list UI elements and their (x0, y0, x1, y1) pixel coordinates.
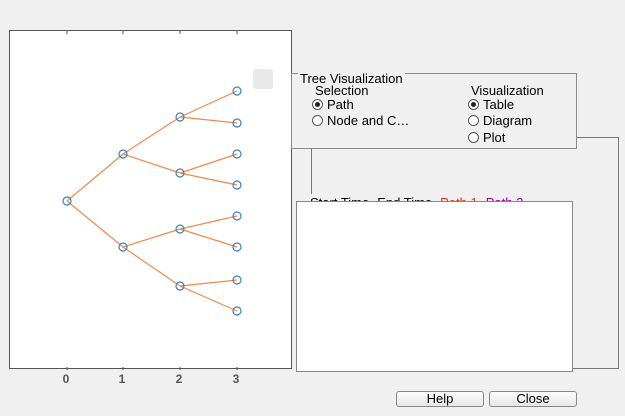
radio-button-path[interactable] (312, 98, 323, 110)
tree-edge (66, 153, 124, 202)
tree-node[interactable] (232, 86, 242, 96)
x-tick-label: 1 (118, 372, 126, 386)
radio-table[interactable]: Table (468, 96, 514, 112)
tree-edge (122, 228, 181, 248)
tree-visualization-panel: Tree Visualization Selection Visualizati… (291, 71, 577, 149)
tree-node[interactable] (232, 242, 242, 252)
x-tick-label: 0 (62, 372, 70, 386)
tree-edge (122, 153, 181, 174)
tree-node[interactable] (118, 242, 128, 252)
tree-edge (179, 228, 238, 248)
column-header-path-2: Path 2 (485, 195, 524, 204)
radio-button-node-and-children[interactable] (312, 114, 323, 126)
tree-node[interactable] (62, 196, 72, 206)
tree-plot-axes[interactable] (9, 30, 292, 370)
help-button-label: Help (426, 391, 454, 406)
tree-edge (179, 90, 238, 118)
tree-node[interactable] (118, 149, 128, 159)
x-tick-label: 2 (175, 372, 183, 386)
tree-node[interactable] (232, 180, 242, 190)
radio-diagram[interactable]: Diagram (468, 112, 532, 128)
tree-edge (179, 116, 238, 124)
close-button-label: Close (516, 391, 550, 406)
radio-plot[interactable]: Plot (468, 129, 505, 145)
radio-label-diagram: Diagram (483, 112, 533, 128)
tree-node[interactable] (175, 281, 185, 291)
plot-toolbar-button[interactable] (253, 69, 273, 89)
tree-edge (66, 200, 124, 248)
column-header-start-time: Start Time (310, 195, 370, 204)
radio-path[interactable]: Path (312, 96, 354, 112)
tree-node[interactable] (232, 306, 242, 316)
tree-node[interactable] (175, 224, 185, 234)
radio-button-table[interactable] (468, 98, 479, 110)
tree-edge (179, 285, 238, 312)
close-button[interactable]: Close (489, 391, 577, 407)
output-frame-edge (311, 149, 312, 194)
visualization-group-title: Visualization (469, 85, 546, 95)
tree-visualization-title: Tree Visualization (298, 71, 405, 86)
radio-label-path: Path (327, 96, 354, 112)
tree-node[interactable] (175, 168, 185, 178)
radio-label-node-and-children: Node and C… (327, 112, 410, 128)
tree-plot-svg (62, 31, 242, 370)
tree-edge (122, 116, 181, 155)
tree-edge (179, 215, 238, 230)
tree-node[interactable] (232, 118, 242, 128)
tree-edge (179, 279, 238, 287)
tree-edge (122, 246, 181, 287)
help-button[interactable]: Help (396, 391, 484, 407)
tree-node[interactable] (232, 211, 242, 221)
tree-edge (179, 153, 238, 174)
selection-group-title: Selection (313, 85, 371, 95)
x-tick-label: 3 (232, 372, 240, 386)
radio-label-plot: Plot (483, 129, 506, 145)
tree-node[interactable] (232, 149, 242, 159)
radio-button-plot[interactable] (468, 131, 479, 143)
tree-edge (179, 172, 238, 186)
radio-button-diagram[interactable] (468, 114, 479, 126)
tree-node[interactable] (175, 112, 185, 122)
column-header-path-1: Path 1 (440, 195, 478, 204)
radio-label-table: Table (483, 96, 515, 112)
path-table[interactable] (296, 201, 573, 372)
radio-node-and-children[interactable]: Node and C… (312, 112, 409, 128)
table-header-row: Start Time End Time Path 1 Path 2 (310, 194, 531, 204)
column-header-end-time: End Time (377, 195, 433, 204)
tree-node[interactable] (232, 275, 242, 285)
